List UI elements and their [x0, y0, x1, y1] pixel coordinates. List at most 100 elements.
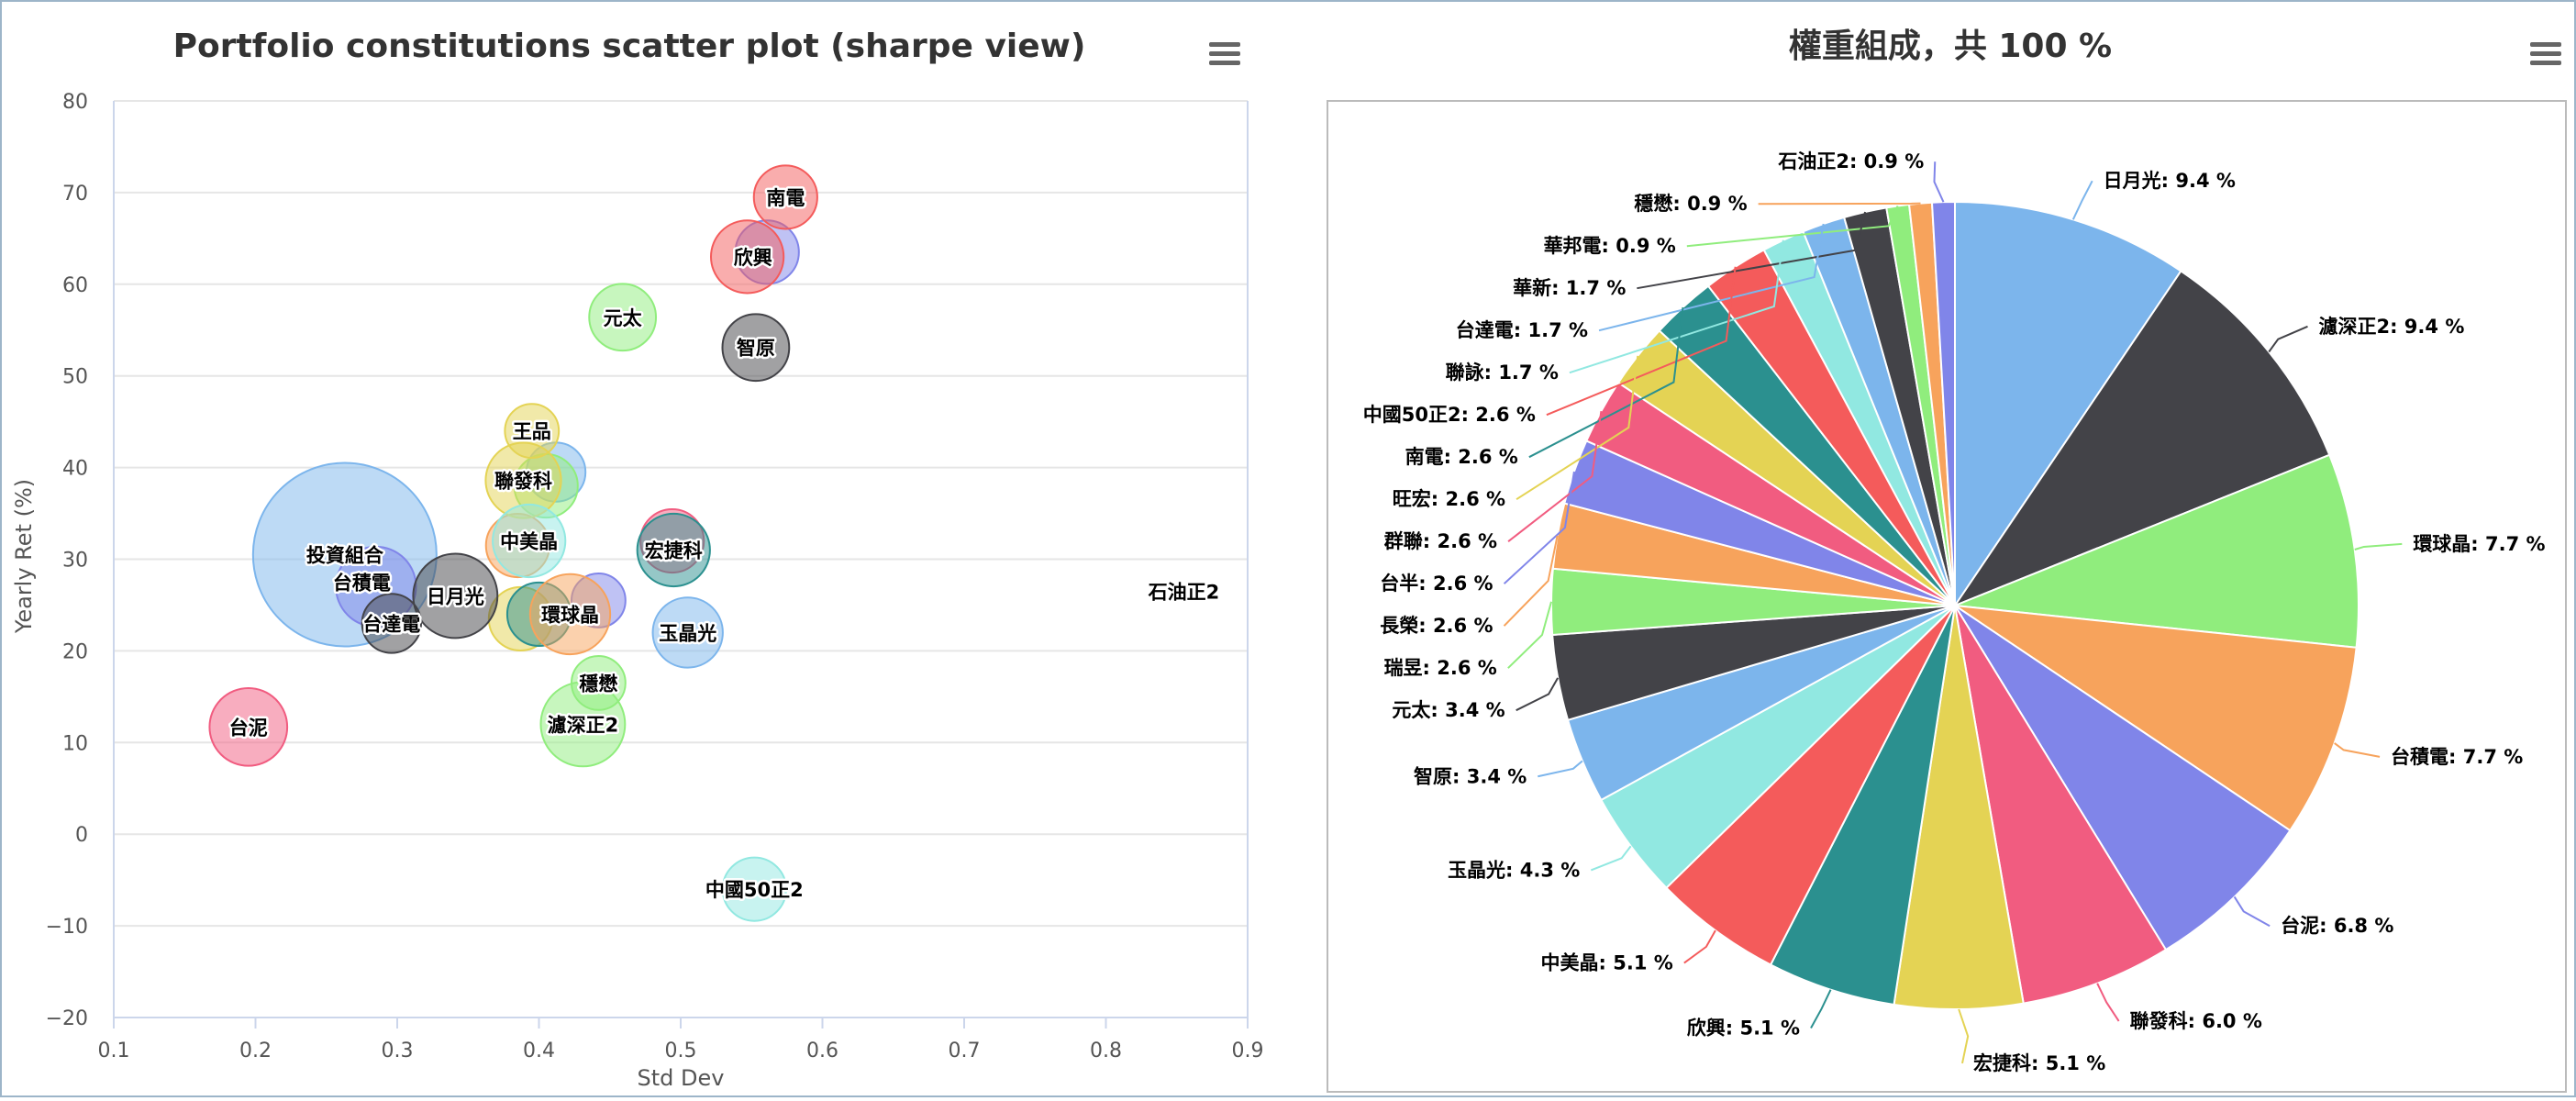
pie-label: 穩懋: 0.9 % — [1634, 193, 1747, 215]
pie-slice[interactable] — [1954, 453, 2359, 649]
pie-connector — [1503, 471, 1575, 584]
pie-connector — [1590, 845, 1632, 872]
bubble-item-8[interactable] — [721, 313, 791, 383]
pie-label: 環球晶: 7.7 % — [2413, 533, 2545, 555]
pie-slice[interactable] — [1769, 605, 1956, 1006]
bubble-label: 穩懋 — [579, 673, 617, 695]
pie-connector — [1546, 266, 1737, 417]
bubble-label: 日月光 — [427, 585, 484, 607]
pie-label: 旺宏: 2.6 % — [1393, 488, 1505, 510]
pie-connector — [1598, 223, 1825, 332]
bubble-item-16[interactable] — [539, 681, 627, 768]
bubble-item-17[interactable] — [721, 856, 787, 922]
pie-label: 欣興: 5.1 % — [1687, 1018, 1800, 1040]
pie-label: 中美晶: 5.1 % — [1541, 952, 1673, 974]
pie-slice[interactable] — [1954, 605, 2358, 832]
y-tick-label: 80 — [62, 91, 88, 114]
y-tick-label: 50 — [62, 366, 88, 389]
pie-label: 長榮: 2.6 % — [1380, 615, 1493, 637]
x-tick-label: 0.4 — [523, 1040, 555, 1062]
pie-connector — [2071, 180, 2093, 220]
pie-connector — [1637, 211, 1867, 290]
scatter-chart: Portfolio constitutions scatter plot (sh… — [11, 28, 1264, 1091]
pie-label: 玉晶光: 4.3 % — [1448, 859, 1580, 881]
pie-slice[interactable] — [1954, 200, 2182, 609]
pie-connector — [1516, 677, 1559, 712]
pie-label: 聯發科: 6.0 % — [2130, 1010, 2262, 1032]
scatter-context-menu-button[interactable] — [1207, 37, 1244, 70]
pie-label: 石油正2: 0.9 % — [1777, 150, 1924, 172]
y-tick-label: 40 — [62, 458, 88, 481]
x-tick-label: 0.8 — [1090, 1040, 1122, 1062]
pie-label: 聯詠: 1.7 % — [1446, 361, 1559, 384]
bubble-item-6[interactable] — [710, 219, 785, 295]
scatter-points — [208, 164, 818, 922]
pie-label: 台達電: 1.7 % — [1456, 319, 1588, 341]
pie-connector — [1683, 929, 1716, 964]
pie-context-menu-button[interactable] — [2528, 37, 2565, 70]
bubble-label: 欣興 — [734, 247, 772, 269]
bubble-item-5[interactable] — [752, 164, 818, 230]
pie-title: 權重組成，共 100 % — [1789, 28, 2112, 65]
bubble-label: 聯發科 — [494, 471, 552, 493]
pie-connector — [2096, 983, 2120, 1022]
pie-connector — [1810, 989, 1832, 1029]
pie-connector — [2334, 742, 2381, 758]
x-tick-label: 0.1 — [98, 1040, 130, 1062]
pie-connector — [1958, 1008, 1970, 1064]
bubble-label: 王品 — [513, 421, 551, 443]
pie-label: 台積電: 7.7 % — [2391, 746, 2523, 768]
bubble-label: 濾深正2 — [548, 714, 619, 736]
pie-label: 華邦電: 0.9 % — [1544, 235, 1676, 257]
y-tick-label: −10 — [46, 916, 88, 939]
pie-label: 日月光: 9.4 % — [2104, 170, 2236, 192]
pie-slice[interactable] — [1930, 200, 1956, 606]
y-tick-label: 0 — [75, 824, 88, 847]
bubble-label: 台泥 — [229, 717, 268, 739]
bubble-label: 中美晶 — [500, 531, 558, 553]
bubble-item-12[interactable] — [636, 512, 711, 588]
pie-connector — [2268, 325, 2308, 353]
x-tick-label: 0.7 — [949, 1040, 981, 1062]
bubble-item-7[interactable] — [588, 283, 658, 352]
y-tick-label: 30 — [62, 550, 88, 573]
pie-label: 瑞昱: 2.6 % — [1384, 657, 1497, 679]
pie-label: 群聯: 2.6 % — [1384, 530, 1497, 552]
bubble-label: 環球晶 — [541, 604, 599, 626]
hamburger-menu-icon — [1209, 42, 1240, 47]
pie-panel: 權重組成，共 100 % 日月光: 9.4 % 濾深正2: 9.4 % 環球晶: 7… — [1303, 0, 2576, 1097]
bubble-item-11[interactable] — [492, 503, 567, 579]
bubble-label: 台達電 — [362, 613, 420, 635]
bubble-label: 石油正2 — [1148, 581, 1220, 603]
pie-slice[interactable] — [1952, 270, 2331, 608]
bubble-item-13[interactable] — [528, 573, 612, 656]
x-tick-label: 0.3 — [382, 1040, 414, 1062]
bubble-item-3[interactable] — [412, 552, 499, 639]
bubble-label: 玉晶光 — [659, 622, 716, 644]
x-axis-title: Std Dev — [638, 1065, 725, 1091]
pie-label: 濾深正2: 9.4 % — [2318, 316, 2464, 338]
pie-slice[interactable] — [1665, 605, 1956, 966]
pie-label: 台泥: 6.8 % — [2281, 915, 2393, 937]
pie-slice[interactable] — [1954, 605, 2292, 951]
pie-label: 南電: 2.6 % — [1405, 446, 1518, 468]
scatter-panel: Portfolio constitutions scatter plot (sh… — [11, 28, 1264, 1091]
pie-connector — [1686, 206, 1899, 248]
pie-label: 華新: 1.7 % — [1513, 277, 1626, 299]
y-tick-label: −20 — [46, 1007, 88, 1030]
pie-connector — [1528, 306, 1684, 459]
pie-labels: 日月光: 9.4 % 濾深正2: 9.4 % 環球晶: 7.7 % 台積電: 7.7 … — [1363, 150, 2546, 1074]
pie-label: 智原: 3.4 % — [1414, 765, 1527, 787]
scatter-title: Portfolio constitutions scatter plot (sh… — [173, 28, 1086, 65]
bubble-item-4[interactable] — [208, 686, 289, 767]
pie-connector — [1503, 535, 1559, 627]
pie-connector — [1507, 410, 1603, 542]
pie-label: 宏捷科: 5.1 % — [1973, 1052, 2105, 1074]
pie-label: 中國50正2: 2.6 % — [1363, 404, 1536, 426]
pie-connectors — [1503, 161, 2403, 1064]
pie-slice[interactable] — [1893, 605, 2025, 1010]
x-tick-label: 0.9 — [1232, 1040, 1264, 1062]
bubble-item-2[interactable] — [361, 593, 422, 654]
bubble-item-14[interactable] — [651, 596, 724, 669]
